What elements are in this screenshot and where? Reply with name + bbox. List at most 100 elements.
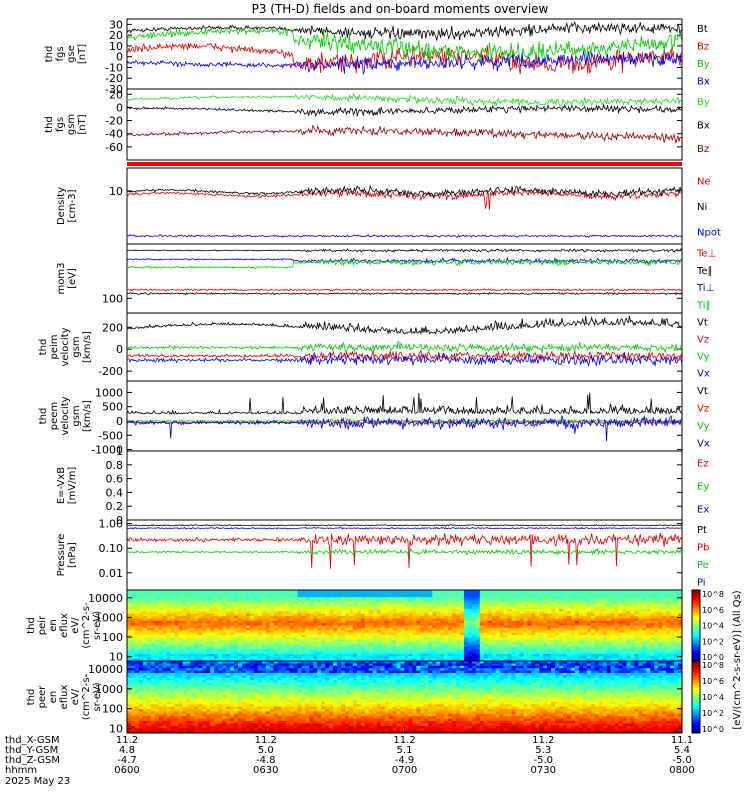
heatmap-cell xyxy=(368,597,374,600)
heatmap-cell xyxy=(162,658,168,662)
heatmap-cell xyxy=(376,632,382,636)
heatmap-cell xyxy=(186,637,191,641)
heatmap-cell xyxy=(396,658,401,662)
heatmap-cell xyxy=(130,677,136,681)
heatmap-cell xyxy=(404,618,409,622)
heatmap-cell xyxy=(226,623,231,626)
heatmap-cell xyxy=(261,642,267,645)
heatmap-cell xyxy=(436,597,441,600)
heatmap-cell xyxy=(273,630,279,633)
heatmap-cell xyxy=(602,618,608,622)
heatmap-cell xyxy=(376,594,382,598)
heatmap-cell xyxy=(261,623,267,626)
heatmap-cell xyxy=(198,692,203,695)
heatmap-cell xyxy=(479,599,485,603)
heatmap-cell xyxy=(503,597,508,600)
heatmap-cell xyxy=(456,594,461,598)
heatmap-cell xyxy=(646,611,651,615)
heatmap-cell xyxy=(420,646,425,650)
heatmap-cell xyxy=(285,606,290,610)
heatmap-cell xyxy=(515,623,520,626)
heatmap-cell xyxy=(487,653,493,657)
heatmap-cell xyxy=(456,627,461,631)
heatmap-cell xyxy=(166,687,171,691)
heatmap-cell xyxy=(194,692,199,695)
heatmap-cell xyxy=(301,653,306,657)
heatmap-cell xyxy=(154,601,160,605)
heatmap-cell xyxy=(412,637,417,641)
heatmap-cell xyxy=(178,616,183,619)
heatmap-cell xyxy=(146,725,152,729)
heatmap-cell xyxy=(313,625,318,629)
heatmap-cell xyxy=(142,623,148,626)
heatmap-cell xyxy=(170,601,175,605)
heatmap-cell xyxy=(563,637,568,641)
heatmap-cell xyxy=(654,592,659,596)
heatmap-cell xyxy=(166,699,171,703)
heatmap-cell xyxy=(388,606,393,610)
heatmap-cell xyxy=(674,623,679,626)
heatmap-cell xyxy=(416,630,421,633)
heatmap-cell xyxy=(186,663,191,667)
heatmap-cell xyxy=(452,613,457,617)
heatmap-cell xyxy=(463,620,469,624)
heatmap-cell xyxy=(483,594,489,598)
heatmap-cell xyxy=(594,616,600,619)
heatmap-cell xyxy=(479,604,485,607)
heatmap-cell xyxy=(194,661,199,664)
heatmap-cell xyxy=(198,599,203,603)
heatmap-cell xyxy=(352,642,358,645)
heatmap-cell xyxy=(154,637,160,641)
heatmap-cell xyxy=(372,642,378,645)
heatmap-cell xyxy=(574,644,580,648)
heatmap-cell xyxy=(174,680,179,683)
heatmap-cell xyxy=(618,594,623,598)
heatmap-cell xyxy=(654,625,659,629)
heatmap-cell xyxy=(198,701,203,705)
heatmap-cell xyxy=(170,632,175,636)
heatmap-cell xyxy=(582,627,588,631)
heatmap-cell xyxy=(206,649,211,652)
heatmap-cell xyxy=(194,697,199,700)
heatmap-cell xyxy=(170,689,175,693)
heatmap-cell xyxy=(519,594,524,598)
heatmap-cell xyxy=(551,627,556,631)
heatmap-cell xyxy=(174,663,179,667)
heatmap-cell xyxy=(170,627,175,631)
heatmap-cell xyxy=(535,639,540,643)
heatmap-cell xyxy=(551,653,556,657)
heatmap-cell xyxy=(582,625,588,629)
heatmap-cell xyxy=(222,653,227,657)
heatmap-cell xyxy=(440,646,445,650)
heatmap-cell xyxy=(642,644,647,648)
heatmap-cell xyxy=(547,597,552,600)
heatmap-cell xyxy=(253,606,259,610)
heatmap-cell xyxy=(388,632,393,636)
heatmap-cell xyxy=(301,606,306,610)
heatmap-cell xyxy=(658,608,663,612)
heatmap-cell xyxy=(146,694,152,698)
heatmap-cell xyxy=(253,653,259,657)
heatmap-cell xyxy=(574,639,580,643)
heatmap-cell xyxy=(598,627,604,631)
heatmap-cell xyxy=(341,601,346,605)
heatmap-cell xyxy=(376,637,382,641)
heatmap-cell xyxy=(666,649,671,652)
heatmap-cell xyxy=(178,663,183,667)
heatmap-cell xyxy=(511,658,516,662)
heatmap-cell xyxy=(142,606,148,610)
heatmap-cell xyxy=(182,618,187,622)
heatmap-cell xyxy=(547,630,552,633)
heatmap-cell xyxy=(539,594,544,598)
heatmap-cell xyxy=(491,613,497,617)
heatmap-cell xyxy=(400,632,405,636)
heatmap-cell xyxy=(341,646,346,650)
heatmap-cell xyxy=(483,653,489,657)
heatmap-cell xyxy=(146,718,152,722)
heatmap-cell xyxy=(408,658,413,662)
heatmap-cell xyxy=(436,637,441,641)
heatmap-cell xyxy=(265,590,271,593)
heatmap-cell xyxy=(503,590,508,593)
heatmap-cell xyxy=(162,711,168,715)
heatmap-cell xyxy=(289,611,294,615)
